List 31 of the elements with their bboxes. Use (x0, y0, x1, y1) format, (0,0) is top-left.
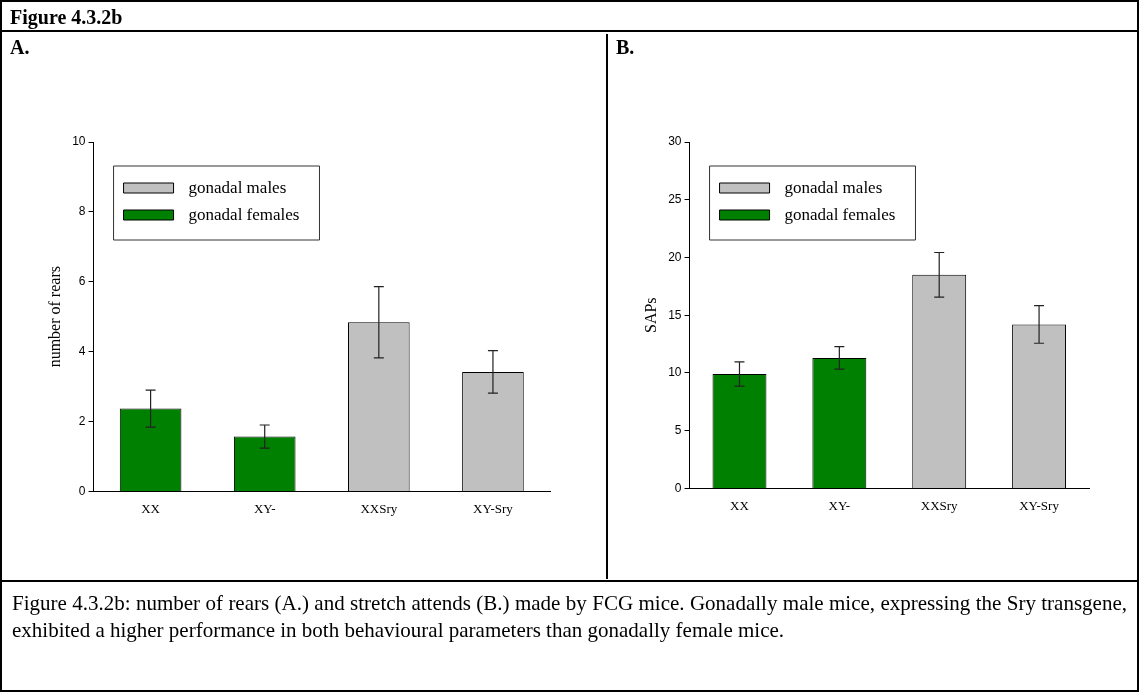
y-tick-label: 0 (674, 480, 682, 495)
x-tick-label: XY-Sry (1019, 497, 1060, 513)
y-tick-label: 5 (674, 422, 682, 437)
y-tick-label: 4 (78, 343, 86, 358)
chart-title: B. (616, 36, 635, 59)
y-tick-label: 15 (668, 307, 682, 322)
legend-label: gonadal females (784, 205, 896, 225)
caption: Figure 4.3.2b: number of rears (A.) and stretch attends (B.) made by FCG mice. Gonadally male mice, expressing the Sry transgene, exhibited a higher performance in both behavioural parameters than gonadally female mice. (2, 580, 1137, 690)
y-axis-title: number of rears (45, 266, 63, 368)
legend-label: gonadal males (784, 178, 883, 198)
x-tick-label: XX (141, 500, 161, 516)
y-tick-label: 10 (668, 365, 682, 380)
x-tick-label: XY-Sry (473, 500, 514, 516)
y-tick-label: 25 (668, 192, 682, 207)
x-tick-label: XY- (253, 500, 276, 516)
y-tick-label: 0 (78, 483, 86, 498)
caption: Figure 4.3.2b (2, 2, 1137, 32)
y-axis-title: SAPs (641, 297, 659, 333)
y-tick-label: 6 (78, 274, 86, 289)
y-tick-label: 8 (78, 204, 86, 219)
x-tick-label: XY- (828, 497, 851, 513)
x-tick-label: XX (730, 497, 750, 513)
y-tick-label: 2 (78, 413, 86, 428)
y-tick-label: 30 (668, 134, 682, 149)
chart-title: A. (10, 36, 30, 59)
y-tick-label: 10 (72, 134, 86, 149)
x-tick-label: XXSry (360, 500, 398, 516)
legend-label: gonadal females (188, 205, 300, 225)
x-tick-label: XXSry (920, 497, 959, 513)
y-tick-label: 20 (668, 249, 682, 264)
legend-label: gonadal males (188, 178, 287, 198)
